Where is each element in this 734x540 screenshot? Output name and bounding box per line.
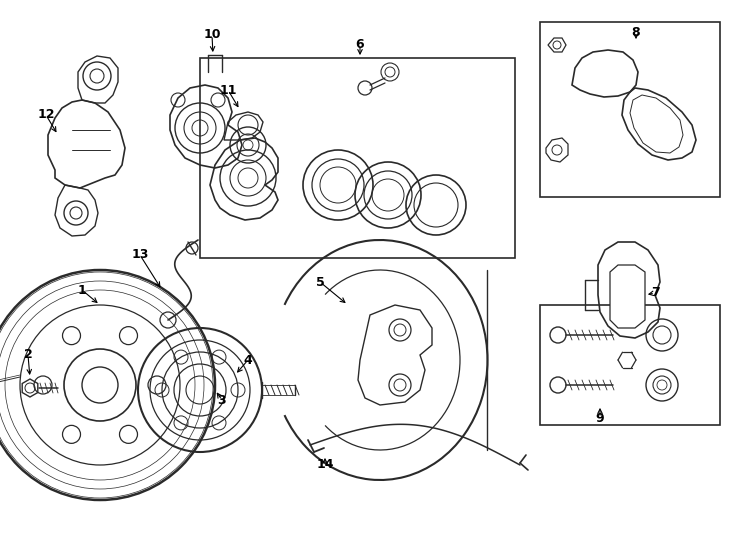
Text: 8: 8 xyxy=(632,25,640,38)
Text: 12: 12 xyxy=(37,109,55,122)
Bar xyxy=(540,22,720,197)
Text: 5: 5 xyxy=(316,275,324,288)
Text: 13: 13 xyxy=(131,248,149,261)
Bar xyxy=(540,305,720,425)
Polygon shape xyxy=(610,265,645,328)
Text: 7: 7 xyxy=(650,287,659,300)
Bar xyxy=(200,58,515,258)
Text: 10: 10 xyxy=(203,29,221,42)
Text: 2: 2 xyxy=(23,348,32,361)
Text: 6: 6 xyxy=(356,38,364,51)
Text: 14: 14 xyxy=(316,458,334,471)
Text: 9: 9 xyxy=(596,411,604,424)
Text: 1: 1 xyxy=(78,284,87,296)
Text: 4: 4 xyxy=(244,354,252,367)
Text: 11: 11 xyxy=(219,84,237,97)
Text: 3: 3 xyxy=(218,394,226,407)
